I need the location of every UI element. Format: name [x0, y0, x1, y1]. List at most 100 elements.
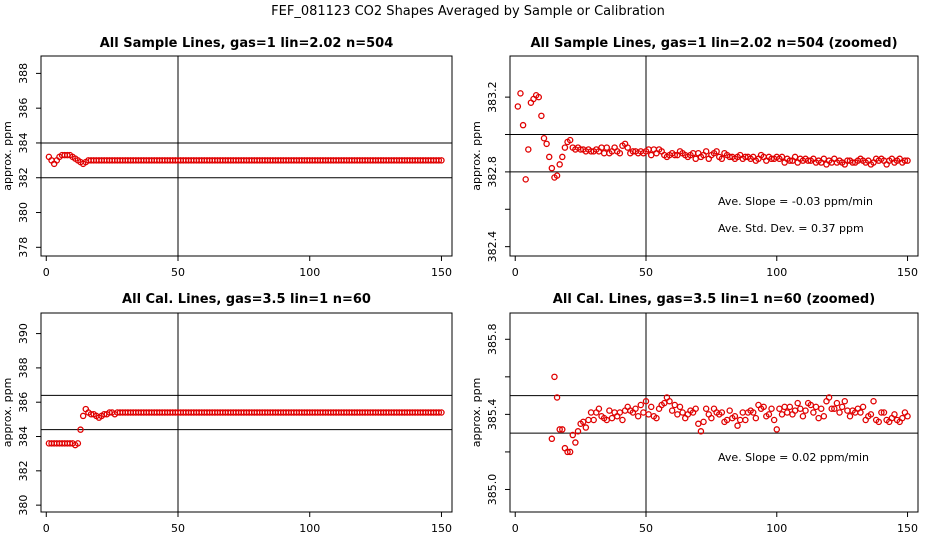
- y-tick-label: 390: [17, 323, 30, 344]
- data-point: [708, 414, 715, 422]
- plot-frame: [40, 55, 453, 257]
- data-point: [697, 428, 705, 435]
- data-point: [825, 394, 833, 401]
- data-point: [566, 448, 574, 456]
- data-point: [676, 403, 684, 411]
- y-tick-label: 382.4: [486, 231, 499, 263]
- data-point: [901, 157, 909, 164]
- y-tick-label: 378: [17, 237, 30, 258]
- data-point: [857, 409, 864, 416]
- data-point: [702, 148, 710, 155]
- data-point: [619, 416, 626, 424]
- data-point: [559, 153, 566, 161]
- data-point: [569, 431, 577, 439]
- data-point: [647, 151, 655, 159]
- data-point: [435, 409, 443, 416]
- data-point: [637, 401, 645, 409]
- data-point: [734, 422, 741, 429]
- y-tick-label: 382: [17, 167, 30, 188]
- data-point: [904, 413, 911, 420]
- data-point: [773, 426, 781, 433]
- y-axis-label: approx. ppm: [470, 121, 483, 191]
- chart-panel-3: All Cal. Lines, gas=3.5 lin=1 n=60 0 50 100…: [1, 292, 453, 535]
- data-point: [768, 405, 775, 412]
- x-tick-label: 0: [512, 266, 519, 279]
- data-point: [875, 418, 883, 426]
- data-point: [435, 157, 443, 164]
- x-tick-label: 0: [43, 266, 50, 279]
- plot-frame: [509, 312, 919, 513]
- data-point: [870, 397, 877, 405]
- data-point: [519, 121, 527, 129]
- data-point: [525, 146, 532, 153]
- y-axis-label: approx. ppm: [470, 378, 483, 448]
- data-point: [749, 409, 757, 416]
- data-point: [587, 409, 595, 416]
- data-point: [802, 407, 809, 414]
- data-point: [781, 403, 788, 411]
- data-point: [859, 403, 867, 411]
- data-point: [645, 411, 652, 418]
- data-point: [844, 407, 851, 414]
- data-point: [668, 407, 676, 414]
- y-tick-label: 385.8: [486, 324, 499, 356]
- y-axis-label: approx. ppm: [1, 121, 14, 191]
- y-tick-label: 385.0: [486, 474, 499, 506]
- x-tick-label: 150: [431, 522, 452, 535]
- x-tick-label: 100: [299, 522, 320, 535]
- data-point: [674, 411, 681, 418]
- x-tick-label: 150: [897, 522, 918, 535]
- data-point: [548, 435, 556, 443]
- data-point: [692, 405, 699, 412]
- x-tick-label: 100: [766, 522, 787, 535]
- chart-annotation: Ave. Slope = 0.02 ppm/min: [718, 451, 869, 464]
- data-point: [606, 407, 613, 414]
- data-point: [797, 405, 804, 412]
- x-tick-label: 150: [897, 266, 918, 279]
- chart-panel-2: All Sample Lines, gas=1 lin=2.02 n=504 (…: [470, 36, 919, 279]
- y-tick-label: 386: [17, 392, 30, 413]
- data-point: [653, 414, 660, 422]
- data-point: [600, 149, 608, 157]
- y-tick-label: 380: [17, 495, 30, 516]
- x-tick-label: 50: [171, 522, 185, 535]
- y-tick-label: 388: [17, 63, 30, 84]
- data-point: [647, 403, 655, 411]
- data-point: [695, 420, 702, 428]
- plot-frame: [40, 312, 453, 513]
- data-point: [899, 414, 906, 422]
- data-point: [836, 409, 843, 416]
- data-point: [616, 409, 624, 416]
- data-point: [564, 448, 571, 456]
- data-point: [736, 416, 744, 424]
- chart-title: All Cal. Lines, gas=3.5 lin=1 n=60 (zoom…: [553, 292, 875, 307]
- y-tick-label: 382.8: [486, 156, 499, 188]
- data-point: [632, 405, 639, 412]
- data-point: [786, 403, 794, 411]
- data-point: [831, 405, 838, 412]
- data-point: [702, 405, 710, 412]
- data-point: [572, 439, 579, 446]
- y-tick-label: 383.2: [486, 81, 499, 113]
- data-point: [603, 144, 611, 151]
- data-point: [543, 140, 550, 148]
- plot-frame: [509, 55, 919, 257]
- data-point: [878, 409, 885, 416]
- data-point: [828, 405, 835, 412]
- data-point: [556, 426, 563, 433]
- data-point: [679, 409, 686, 416]
- data-point: [616, 149, 624, 157]
- x-tick-label: 0: [512, 522, 519, 535]
- y-tick-label: 382: [17, 460, 30, 481]
- data-point: [776, 405, 783, 412]
- data-point: [815, 414, 822, 422]
- y-tick-label: 384: [17, 426, 30, 447]
- data-point: [820, 413, 828, 420]
- data-point: [585, 416, 592, 424]
- data-point: [538, 112, 545, 120]
- data-point: [671, 151, 679, 159]
- x-tick-label: 150: [431, 266, 452, 279]
- data-point: [742, 416, 749, 424]
- data-point: [548, 164, 556, 172]
- data-point: [514, 103, 522, 110]
